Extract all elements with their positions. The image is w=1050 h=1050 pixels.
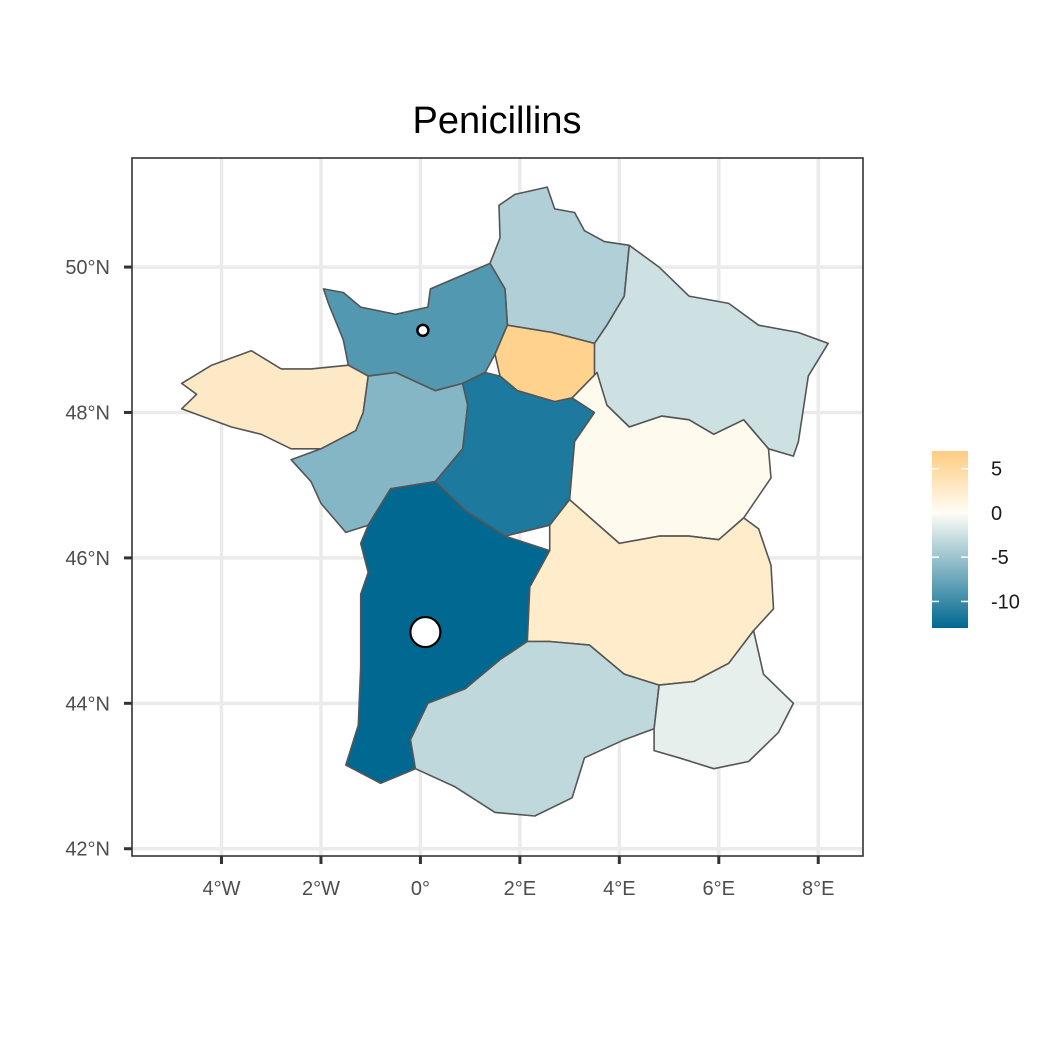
x-axis-tick-label: 0° [411, 878, 430, 900]
y-axis-tick-label: 48°N [65, 402, 110, 424]
point-marker-large [409, 615, 442, 649]
region-occitanie [409, 640, 660, 817]
x-axis-tick-label: 6°E [703, 878, 735, 900]
colorbar-legend: 5 0 -5 -10 [932, 451, 1020, 628]
region-provence-alpes-cote-dazur [653, 629, 795, 770]
plot-panel-border [131, 157, 864, 857]
y-axis-tick-label: 42°N [65, 839, 110, 861]
y-axis: 42°N 44°N 46°N 48°N 50°N [65, 257, 132, 861]
legend-tick-label: -5 [991, 547, 1009, 569]
region-polygons [180, 186, 830, 817]
legend-colorbar [932, 451, 968, 628]
legend-tick-label: -10 [991, 591, 1020, 613]
legend-tick-label: 0 [991, 503, 1002, 525]
y-axis-tick-label: 44°N [65, 693, 110, 715]
x-axis-tick-label: 8°E [802, 878, 834, 900]
x-axis-tick-label: 4°W [203, 878, 241, 900]
point-marker-small [416, 323, 430, 338]
y-axis-tick-label: 46°N [65, 548, 110, 570]
chart-title: Penicillins [413, 100, 582, 142]
x-axis-tick-label: 2°W [302, 878, 340, 900]
legend-tick-label: 5 [991, 459, 1002, 481]
point-markers [409, 323, 442, 649]
y-axis-tick-label: 50°N [65, 257, 110, 279]
x-axis: 4°W 2°W 0° 2°E 4°E 6°E 8°E [203, 856, 834, 900]
x-axis-tick-label: 2°E [504, 878, 536, 900]
x-axis-tick-label: 4°E [603, 878, 635, 900]
